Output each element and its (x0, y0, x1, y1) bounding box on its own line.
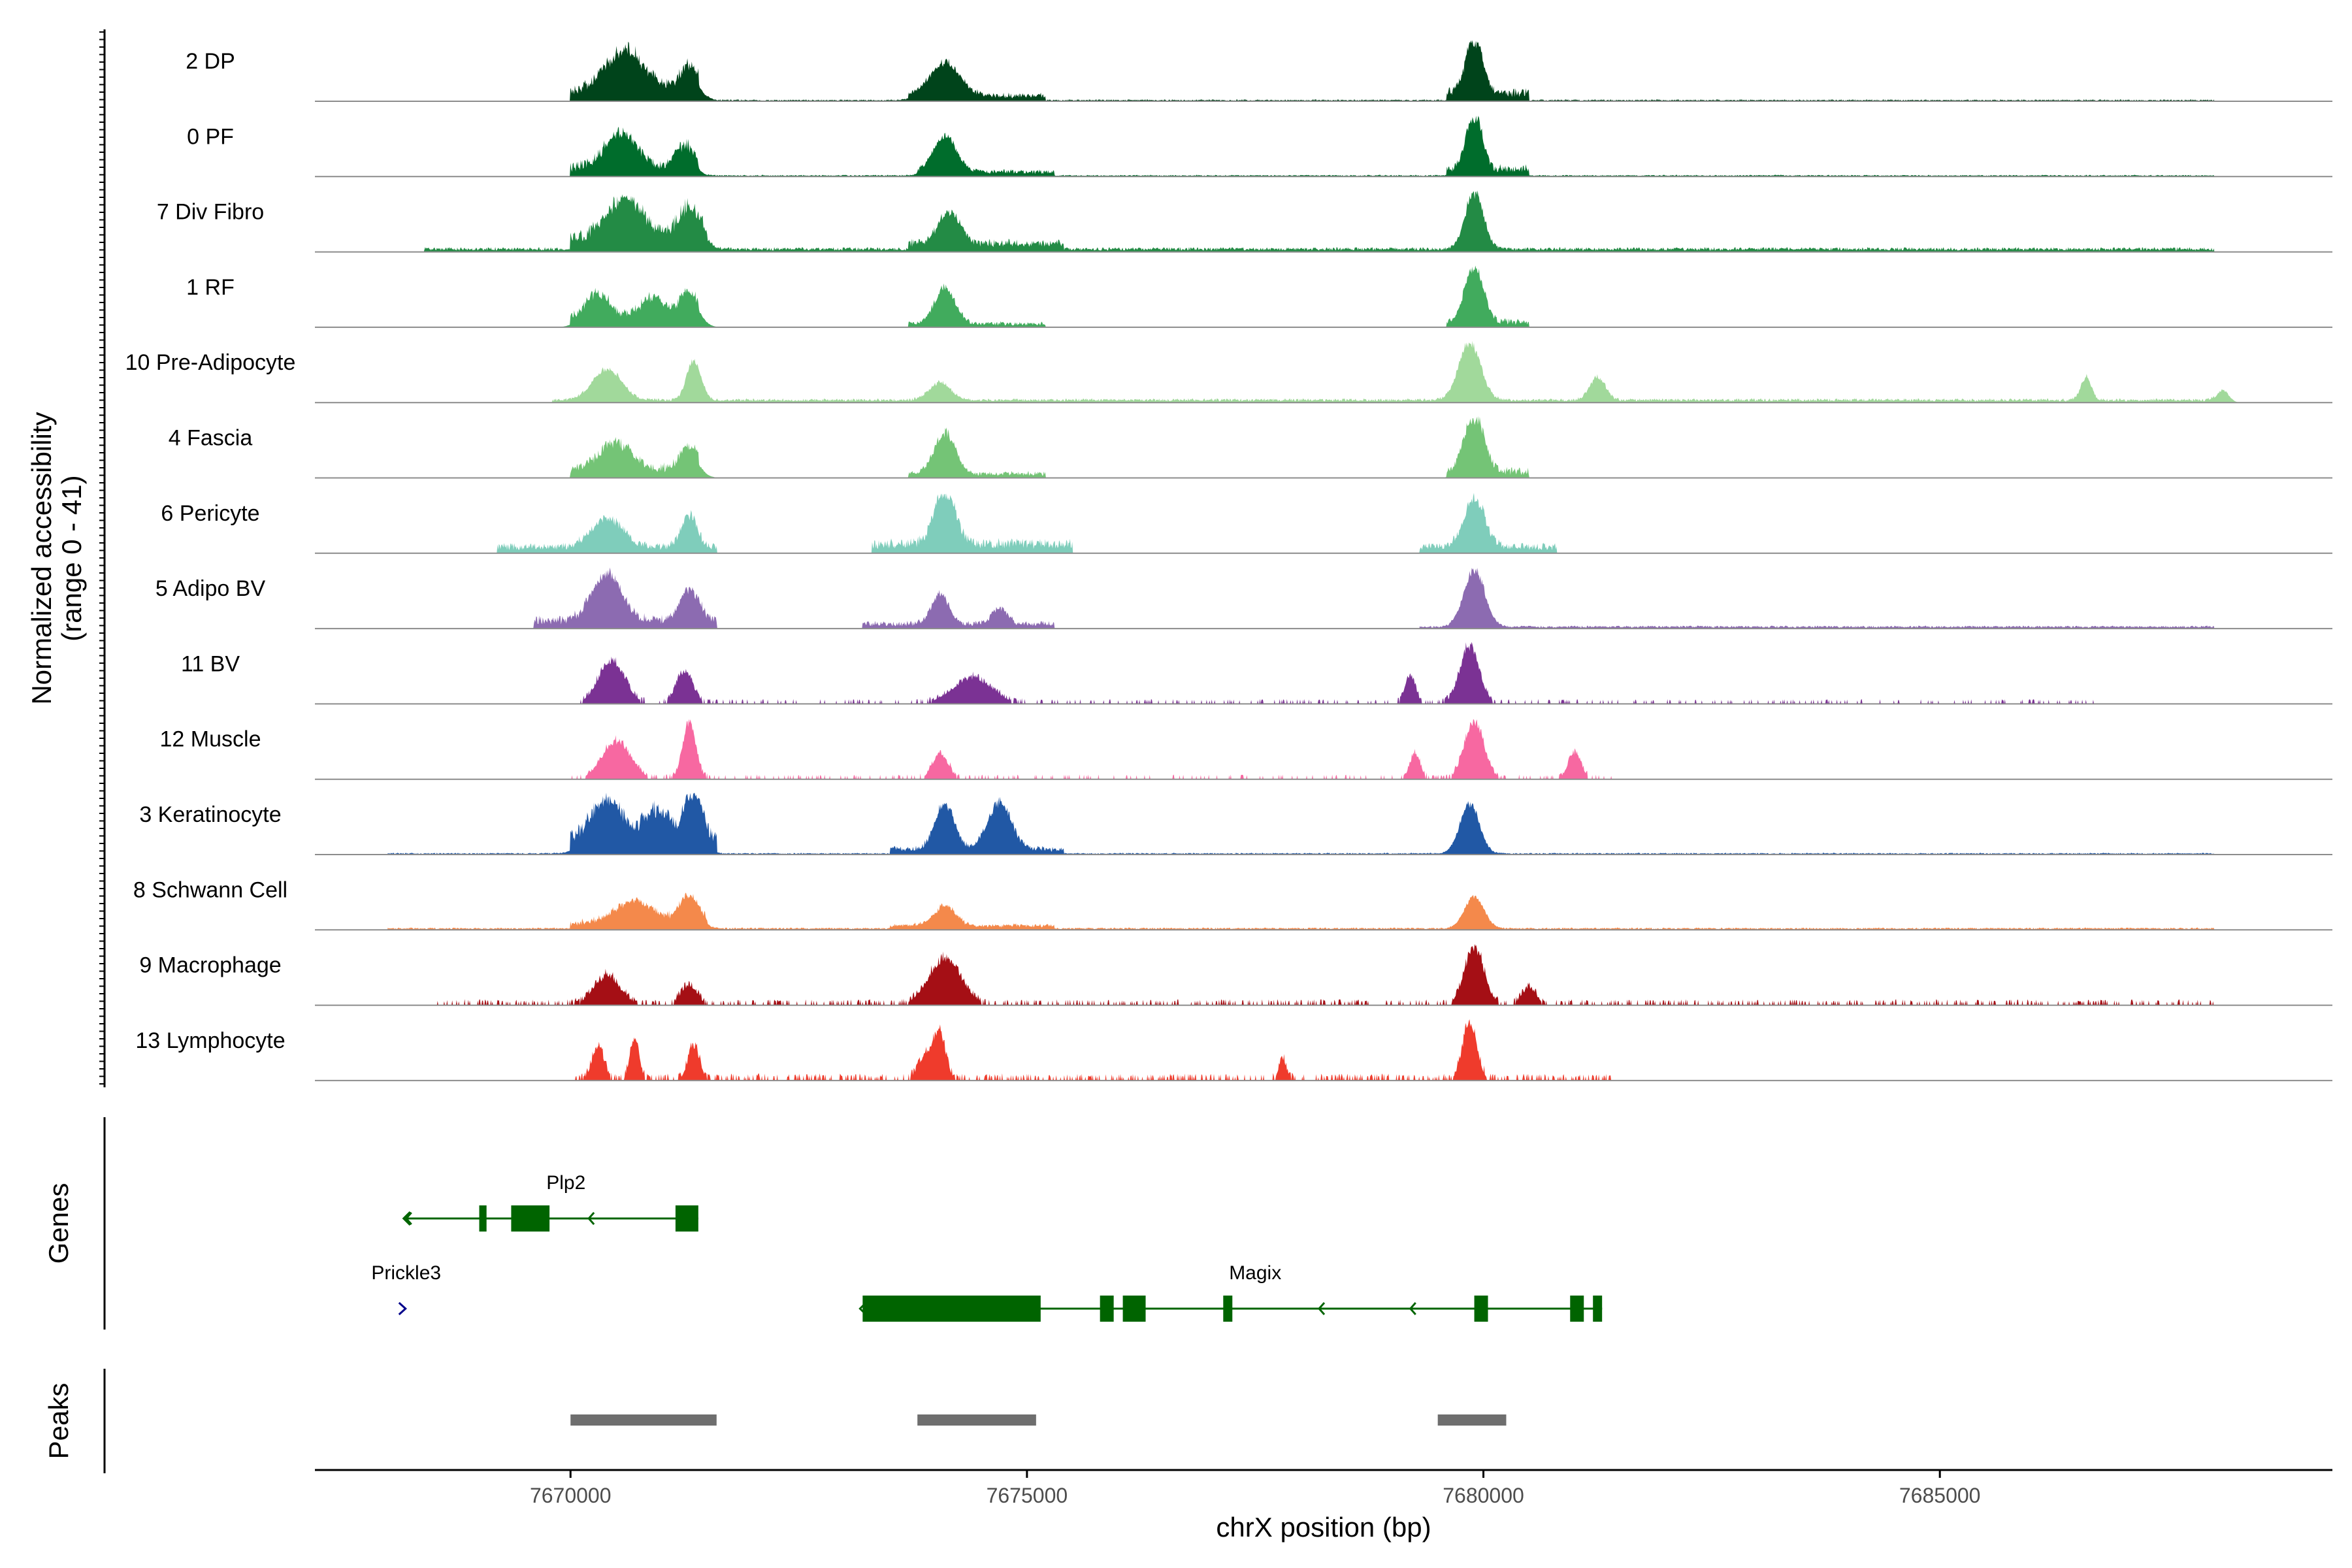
coverage-area (315, 642, 2332, 704)
track-11-bv: 11 BV (181, 642, 2332, 705)
coverage-area (315, 943, 2332, 1005)
gene-magix: Magix (858, 1262, 1603, 1322)
genes-panel-title: Genes (43, 1183, 74, 1264)
gene-exon (1122, 1296, 1146, 1322)
gene-exon (1593, 1296, 1603, 1322)
track-label: 9 Macrophage (139, 953, 281, 978)
gene-plp2: Plp2 (402, 1172, 698, 1232)
coverage-area (315, 416, 2332, 478)
track-label: 10 Pre-Adipocyte (125, 350, 296, 375)
gene-exon (1474, 1296, 1488, 1322)
track-10-pre-adipocyte: 10 Pre-Adipocyte (125, 340, 2332, 404)
coverage-area (315, 340, 2332, 403)
x-tick-label: 7685000 (1899, 1484, 1981, 1507)
strand-arrow-icon (587, 1212, 595, 1225)
gene-exon (1570, 1296, 1584, 1322)
gene-annotation-panel: Plp2 Prickle3 Magix (371, 1172, 1603, 1322)
coverage-area (315, 116, 2332, 177)
gene-prickle3: Prickle3 (371, 1262, 441, 1316)
track-label: 6 Pericyte (161, 501, 259, 526)
track-label: 8 Schwann Cell (133, 877, 287, 902)
x-axis-ticks: 7670000 7675000 7680000 7685000 (530, 1470, 1981, 1507)
coverage-area (315, 567, 2332, 629)
track-2-dp: 2 DP (186, 40, 2332, 102)
strand-arrow-icon (402, 1211, 411, 1226)
gene-exon (1100, 1296, 1114, 1322)
gene-exon (511, 1205, 550, 1232)
peak-region (570, 1414, 717, 1426)
strand-arrow-icon (1318, 1302, 1326, 1315)
track-7-div-fibro: 7 Div Fibro (157, 190, 2332, 253)
coverage-area (315, 190, 2332, 252)
track-9-macrophage: 9 Macrophage (139, 943, 2332, 1006)
strand-arrow-icon (1409, 1302, 1416, 1315)
peaks-panel-title: Peaks (43, 1383, 74, 1460)
track-label: 12 Muscle (160, 727, 261, 752)
gene-label: Magix (1229, 1262, 1281, 1284)
track-8-schwann-cell: 8 Schwann Cell (133, 877, 2332, 931)
strand-arrow-icon (858, 1301, 868, 1316)
track-label: 0 PF (187, 124, 234, 149)
gene-exon (1223, 1296, 1233, 1322)
coverage-area (315, 40, 2332, 101)
coverage-area (315, 792, 2332, 855)
coverage-area (315, 265, 2332, 327)
strand-arrow-icon (404, 1212, 412, 1225)
track-label: 3 Keratinocyte (139, 802, 281, 827)
gene-exon (675, 1205, 698, 1232)
peak-region (1437, 1414, 1507, 1426)
track-5-adipo-bv: 5 Adipo BV (155, 567, 2332, 630)
track-label: 1 RF (186, 275, 235, 300)
track-3-keratinocyte: 3 Keratinocyte (139, 792, 2332, 855)
y-axis-title: Normalized accessibility (range 0 - 41) (26, 412, 87, 705)
coverage-area (315, 892, 2332, 930)
track-0-pf: 0 PF (187, 116, 2332, 178)
track-label: 5 Adipo BV (155, 576, 266, 601)
gene-exon (479, 1205, 487, 1232)
track-label: 13 Lymphocyte (135, 1028, 285, 1053)
gene-exon (862, 1296, 1041, 1322)
y-axis-title-line2: (range 0 - 41) (56, 475, 87, 641)
coverage-area (315, 1019, 2332, 1081)
gene-label: Plp2 (546, 1172, 585, 1194)
peak-region (917, 1414, 1036, 1426)
x-tick-label: 7675000 (987, 1484, 1068, 1507)
track-6-pericyte: 6 Pericyte (161, 493, 2332, 554)
track-label: 7 Div Fibro (157, 200, 264, 225)
coverage-area (315, 719, 2332, 779)
track-12-muscle: 12 Muscle (160, 719, 2332, 780)
track-label: 2 DP (186, 49, 235, 74)
accessibility-tracks: 2 DP 0 PF 7 Div Fibro 1 RF 10 Pre-Adipocyte 4… (125, 40, 2332, 1081)
x-tick-label: 7680000 (1443, 1484, 1524, 1507)
track-1-rf: 1 RF (186, 265, 2332, 328)
coverage-y-ticks (99, 31, 105, 1085)
gene-label: Prickle3 (371, 1262, 441, 1284)
coverage-area (315, 493, 2332, 553)
strand-arrow-icon (398, 1301, 407, 1316)
track-4-fascia: 4 Fascia (169, 416, 2332, 479)
x-axis-title: chrX position (bp) (1216, 1512, 1431, 1543)
track-label: 11 BV (181, 651, 240, 676)
peaks-panel (570, 1414, 1507, 1426)
x-tick-label: 7670000 (530, 1484, 612, 1507)
y-axis-title-line1: Normalized accessibility (26, 412, 57, 705)
track-13-lymphocyte: 13 Lymphocyte (135, 1019, 2332, 1081)
track-label: 4 Fascia (169, 426, 253, 451)
